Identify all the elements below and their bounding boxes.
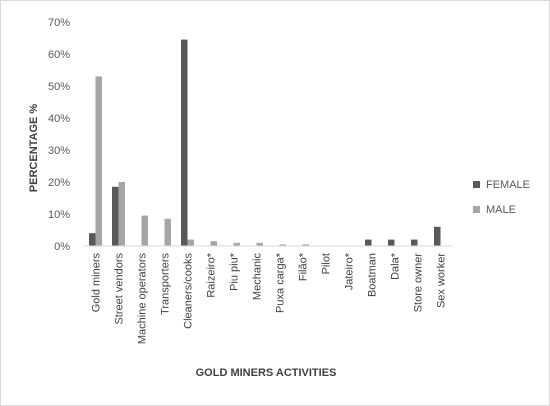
x-axis-title: GOLD MINERS ACTIVITIES	[196, 367, 337, 379]
bar-male-4	[187, 239, 194, 246]
category-label: Piu piu*	[229, 252, 241, 291]
y-tick-label: 20%	[48, 177, 70, 189]
y-tick-label: 30%	[48, 145, 70, 157]
legend-label-female: FEMALE	[486, 179, 530, 191]
category-label: Raizeiro*	[206, 252, 218, 297]
bar-male-5	[210, 241, 217, 246]
category-label: Machine operators	[137, 253, 149, 345]
category-label: Cleaners/cooks	[183, 253, 195, 329]
y-tick-label: 60%	[48, 49, 70, 61]
bar-female-12	[365, 239, 372, 246]
y-tick-label: 0%	[54, 241, 70, 253]
category-label: Filão*	[298, 252, 310, 281]
bar-female-1	[112, 186, 119, 246]
category-label: Mechanic	[252, 253, 264, 301]
category-label: Pilot	[321, 253, 333, 274]
bar-female-15	[434, 226, 441, 246]
bar-female-0	[89, 233, 96, 246]
bar-male-8	[279, 244, 286, 246]
bar-male-2	[141, 215, 148, 246]
category-label: Boatman	[367, 253, 379, 297]
category-label: Gold miners	[91, 253, 103, 313]
bar-male-3	[164, 218, 171, 246]
category-label: Puxa carga*	[275, 252, 287, 313]
category-label: Dala*	[390, 252, 402, 280]
category-label: Transporters	[160, 253, 172, 315]
category-label: Store owner	[413, 253, 425, 313]
bar-male-0	[95, 76, 102, 247]
bar-male-7	[256, 242, 263, 246]
y-axis-title: PERCENTAGE %	[28, 104, 40, 193]
y-tick-label: 10%	[48, 209, 70, 221]
bar-female-14	[411, 239, 418, 246]
bar-male-6	[233, 242, 240, 246]
category-label: Street vendors	[114, 253, 126, 325]
legend-swatch-female	[473, 181, 480, 188]
y-tick-label: 70%	[48, 17, 70, 29]
bar-male-9	[302, 244, 309, 246]
bar-female-4	[181, 39, 188, 246]
y-tick-label: 40%	[48, 113, 70, 125]
category-label: Sex worker	[436, 253, 448, 308]
bar-male-1	[118, 182, 125, 246]
legend-label-male: MALE	[486, 204, 516, 216]
y-tick-label: 50%	[48, 81, 70, 93]
legend-swatch-male	[473, 206, 480, 213]
bar-female-13	[388, 239, 395, 246]
category-label: Jateiro*	[344, 252, 356, 290]
